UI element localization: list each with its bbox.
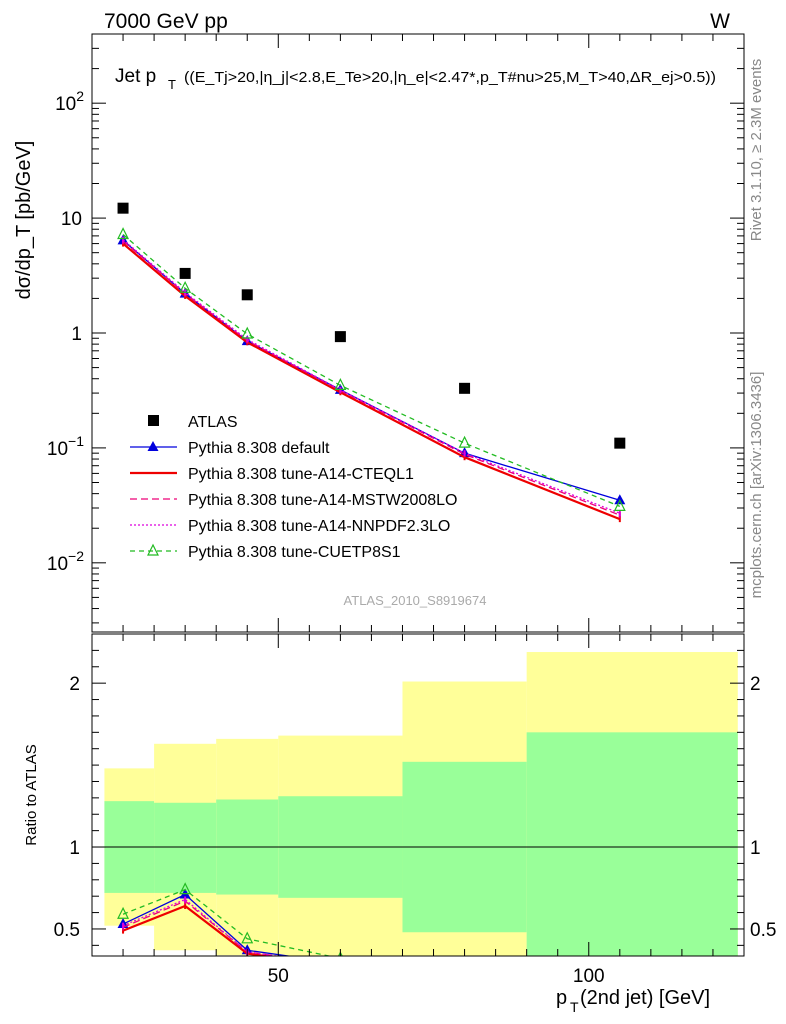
x-label-main: p [556, 987, 567, 1009]
ratio-frame [91, 633, 745, 957]
main-series-line [122, 242, 621, 521]
legend-label: Pythia 8.308 tune-A14-MSTW2008LO [188, 492, 457, 509]
legend-marker [148, 415, 159, 426]
main-data-point [117, 202, 129, 214]
ratio-data-point [241, 931, 254, 944]
ratio-data-point [460, 964, 470, 974]
ratio-series-line [122, 900, 282, 956]
ratio-data-point [179, 882, 192, 895]
main-y-tick-labels: 10−2 10−1 1 10 102 [47, 88, 84, 575]
main-data-point [241, 289, 253, 301]
main-data-point [179, 280, 192, 293]
legend-entry: Pythia 8.308 default [130, 440, 330, 457]
y-tick-label: 1 [71, 324, 82, 345]
mcplots-label: mcplots.cern.ch [arXiv:1306.3436] [748, 372, 765, 599]
inner-uncertainty-band [526, 732, 738, 956]
main-data-point [458, 435, 471, 448]
ratio-uncertainty-bands [92, 652, 744, 956]
process-label: W [710, 10, 730, 33]
title-cuts: ((E_Tj>20,|η_j|<2.8,E_Te>20,|η_e|<2.47*,… [184, 69, 716, 86]
ratio-series-line [122, 904, 273, 956]
x-tick-label: 100 [573, 966, 605, 987]
main-series-0 [117, 202, 626, 449]
ratio-y-tick-label-left: 0.5 [54, 920, 80, 941]
y-axis-label: dσ/dp_T [pb/GeV] [13, 141, 35, 300]
main-data-point [459, 382, 471, 394]
ratio-y-tick-label-right: 0.5 [750, 920, 776, 941]
legend: ATLAS Pythia 8.308 default Pythia 8.308 tu… [130, 414, 457, 561]
x-label-sub: T [570, 999, 579, 1015]
main-data-point [334, 378, 347, 390]
main-series-line [122, 239, 621, 514]
legend-entry: Pythia 8.308 tune-CUETP8S1 [130, 543, 401, 561]
title-main: Jet p [115, 66, 156, 87]
main-series-line [122, 240, 621, 516]
x-tick-label: 50 [268, 966, 289, 987]
ratio-series-line [122, 893, 293, 956]
legend-marker [147, 441, 159, 451]
legend-entry: Pythia 8.308 tune-A14-NNPDF2.3LO [130, 518, 450, 535]
ratio-data-point [117, 906, 130, 919]
x-axis-label: p T (2nd jet) [GeV] [556, 987, 710, 1015]
ratio-series-4 [117, 882, 625, 979]
title-sub: T [168, 77, 176, 92]
ratio-series-line [122, 898, 282, 956]
rivet-label: Rivet 3.1.10, ≥ 2.3M events [748, 59, 765, 242]
ratio-data-point [615, 969, 625, 979]
legend-entry: ATLAS [148, 414, 238, 431]
ratio-y-tick-label-right: 2 [750, 674, 761, 695]
inner-uncertainty-band [154, 802, 217, 893]
ratio-data-point [614, 972, 625, 982]
main-data-point [179, 267, 191, 279]
y-tick-label: 10−2 [47, 548, 84, 575]
ratio-y-tick-label-right: 1 [750, 838, 761, 859]
legend-label: Pythia 8.308 default [188, 440, 330, 457]
y-tick-label: 10 [61, 209, 82, 230]
x-label-rest: (2nd jet) [GeV] [580, 987, 710, 1009]
ratio-y-tick-label-left: 2 [69, 674, 80, 695]
main-data-point [241, 326, 254, 339]
ratio-data-point [335, 957, 346, 967]
ratio-panel: 0.5 0.5 1 1 2 2 50 100 Ratio to ATLAS p T (2nd … [23, 633, 777, 1015]
legend-marker [147, 543, 159, 556]
main-data-point [334, 331, 346, 343]
main-frame [91, 33, 745, 633]
main-data-point [614, 437, 626, 449]
legend-entry: Pythia 8.308 tune-A14-MSTW2008LO [130, 492, 457, 509]
main-data-point [613, 499, 626, 511]
y-tick-label: 102 [55, 88, 84, 115]
main-data-point [117, 227, 130, 240]
energy-label: 7000 GeV pp [104, 10, 228, 33]
ratio-series-line [122, 888, 332, 956]
main-series-group [117, 202, 626, 523]
y-tick-label: 10−1 [47, 433, 84, 460]
analysis-watermark: ATLAS_2010_S8919674 [344, 593, 487, 608]
ratio-y-axis-label: Ratio to ATLAS [23, 744, 40, 845]
legend-label: Pythia 8.308 tune-A14-NNPDF2.3LO [188, 518, 450, 535]
legend-entry: Pythia 8.308 tune-A14-CTEQL1 [130, 466, 414, 483]
main-series-5 [117, 227, 626, 511]
ratio-y-tick-label-left: 1 [69, 838, 80, 859]
ratio-data-point [459, 967, 470, 977]
ratio-tick-labels: 0.5 0.5 1 1 2 2 50 100 [54, 674, 777, 987]
main-panel: 10−2 10−1 1 10 102 Jet p T ((E_Tj>20,|η_j|<2… [13, 33, 745, 633]
legend-label: ATLAS [188, 414, 238, 431]
legend-label: Pythia 8.308 tune-CUETP8S1 [188, 544, 401, 561]
legend-label: Pythia 8.308 tune-A14-CTEQL1 [188, 466, 414, 483]
chart-title: Jet p T ((E_Tj>20,|η_j|<2.8,E_Te>20,|η_e… [115, 66, 716, 92]
